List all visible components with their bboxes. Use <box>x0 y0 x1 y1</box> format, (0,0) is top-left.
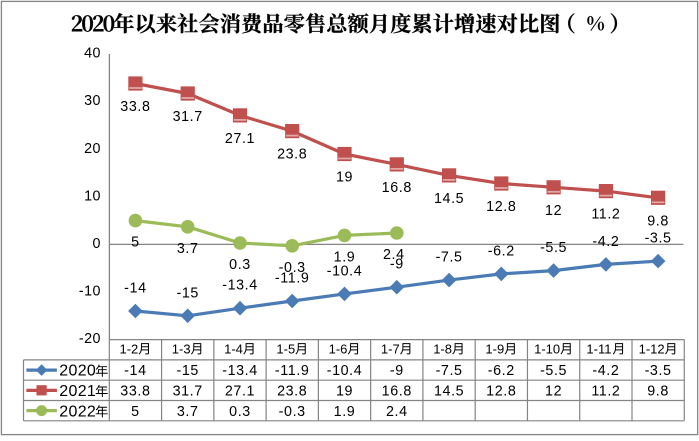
svg-text:16.8: 16.8 <box>382 384 412 400</box>
svg-text:31.7: 31.7 <box>173 109 203 125</box>
svg-text:1-6: 1-6 <box>329 341 348 356</box>
svg-text:5: 5 <box>131 404 140 420</box>
svg-text:11.2: 11.2 <box>591 384 620 400</box>
svg-text:31.7: 31.7 <box>173 384 203 400</box>
svg-text:-4.2: -4.2 <box>592 363 619 379</box>
svg-text:9.8: 9.8 <box>647 384 669 400</box>
svg-text:23.8: 23.8 <box>277 147 307 163</box>
svg-text:10: 10 <box>84 188 101 204</box>
svg-text:1-10: 1-10 <box>534 341 560 356</box>
svg-text:-10.4: -10.4 <box>327 263 363 279</box>
svg-text:33.8: 33.8 <box>120 99 150 115</box>
svg-text:27.1: 27.1 <box>225 131 255 147</box>
svg-text:14.5: 14.5 <box>434 384 464 400</box>
svg-text:-13.4: -13.4 <box>222 363 258 379</box>
svg-text:-14: -14 <box>124 363 146 379</box>
svg-text:16.8: 16.8 <box>382 180 412 196</box>
svg-text:-11.9: -11.9 <box>275 271 310 287</box>
svg-text:-7.5: -7.5 <box>436 250 463 266</box>
svg-text:-9: -9 <box>390 363 404 379</box>
svg-text:19: 19 <box>336 170 353 186</box>
svg-text:1-4: 1-4 <box>224 341 243 356</box>
svg-text:23.8: 23.8 <box>277 384 307 400</box>
svg-text:-15: -15 <box>176 285 198 301</box>
svg-text:20: 20 <box>84 141 101 157</box>
svg-text:0: 0 <box>93 236 101 252</box>
svg-text:-5.5: -5.5 <box>540 363 567 379</box>
svg-text:9.8: 9.8 <box>647 213 669 229</box>
svg-text:-10: -10 <box>79 284 101 300</box>
svg-text:1-5: 1-5 <box>276 341 295 356</box>
svg-text:-0.3: -0.3 <box>279 260 306 276</box>
svg-text:2022: 2022 <box>59 403 96 420</box>
svg-text:2.4: 2.4 <box>383 247 405 263</box>
svg-text:2021: 2021 <box>59 383 96 400</box>
svg-text:19: 19 <box>336 384 353 400</box>
svg-text:-10.4: -10.4 <box>327 363 363 379</box>
svg-text:-6.2: -6.2 <box>488 243 515 259</box>
svg-text:-3.5: -3.5 <box>645 363 672 379</box>
svg-text:1-12: 1-12 <box>639 341 665 356</box>
svg-text:-5.5: -5.5 <box>540 240 567 256</box>
svg-text:-15: -15 <box>176 363 198 379</box>
svg-text:40: 40 <box>84 46 101 62</box>
svg-text:1-3: 1-3 <box>172 341 191 356</box>
svg-text:33.8: 33.8 <box>120 384 150 400</box>
svg-text:-14: -14 <box>124 281 146 297</box>
svg-text:1.9: 1.9 <box>334 249 356 265</box>
svg-text:1.9: 1.9 <box>334 404 356 420</box>
svg-text:-6.2: -6.2 <box>488 363 515 379</box>
svg-text:-20: -20 <box>79 331 101 347</box>
svg-text:12: 12 <box>545 384 562 400</box>
svg-text:1-8: 1-8 <box>433 341 452 356</box>
svg-text:0.3: 0.3 <box>229 404 251 420</box>
svg-text:11.2: 11.2 <box>591 207 620 223</box>
svg-text:1-2: 1-2 <box>120 341 139 356</box>
svg-text:1-9: 1-9 <box>485 341 504 356</box>
svg-text:-11.9: -11.9 <box>275 363 310 379</box>
svg-text:-7.5: -7.5 <box>436 363 463 379</box>
svg-text:5: 5 <box>131 235 140 251</box>
svg-text:2.4: 2.4 <box>386 404 408 420</box>
svg-text:12.8: 12.8 <box>486 384 516 400</box>
svg-text:-9: -9 <box>390 257 404 273</box>
svg-text:30: 30 <box>84 93 101 109</box>
svg-text:2020: 2020 <box>59 363 96 380</box>
svg-text:14.5: 14.5 <box>434 191 464 207</box>
svg-text:1-11: 1-11 <box>586 341 611 356</box>
svg-text:3.7: 3.7 <box>177 404 199 420</box>
svg-text:27.1: 27.1 <box>225 384 255 400</box>
svg-text:1-7: 1-7 <box>381 341 400 356</box>
svg-text:-3.5: -3.5 <box>645 231 672 247</box>
svg-text:12.8: 12.8 <box>486 199 516 215</box>
svg-text:-0.3: -0.3 <box>279 404 306 420</box>
svg-text:3.7: 3.7 <box>177 241 199 257</box>
svg-text:0.3: 0.3 <box>229 257 251 273</box>
svg-text:-4.2: -4.2 <box>592 234 619 250</box>
svg-text:-13.4: -13.4 <box>222 278 258 294</box>
svg-text:12: 12 <box>545 203 562 219</box>
